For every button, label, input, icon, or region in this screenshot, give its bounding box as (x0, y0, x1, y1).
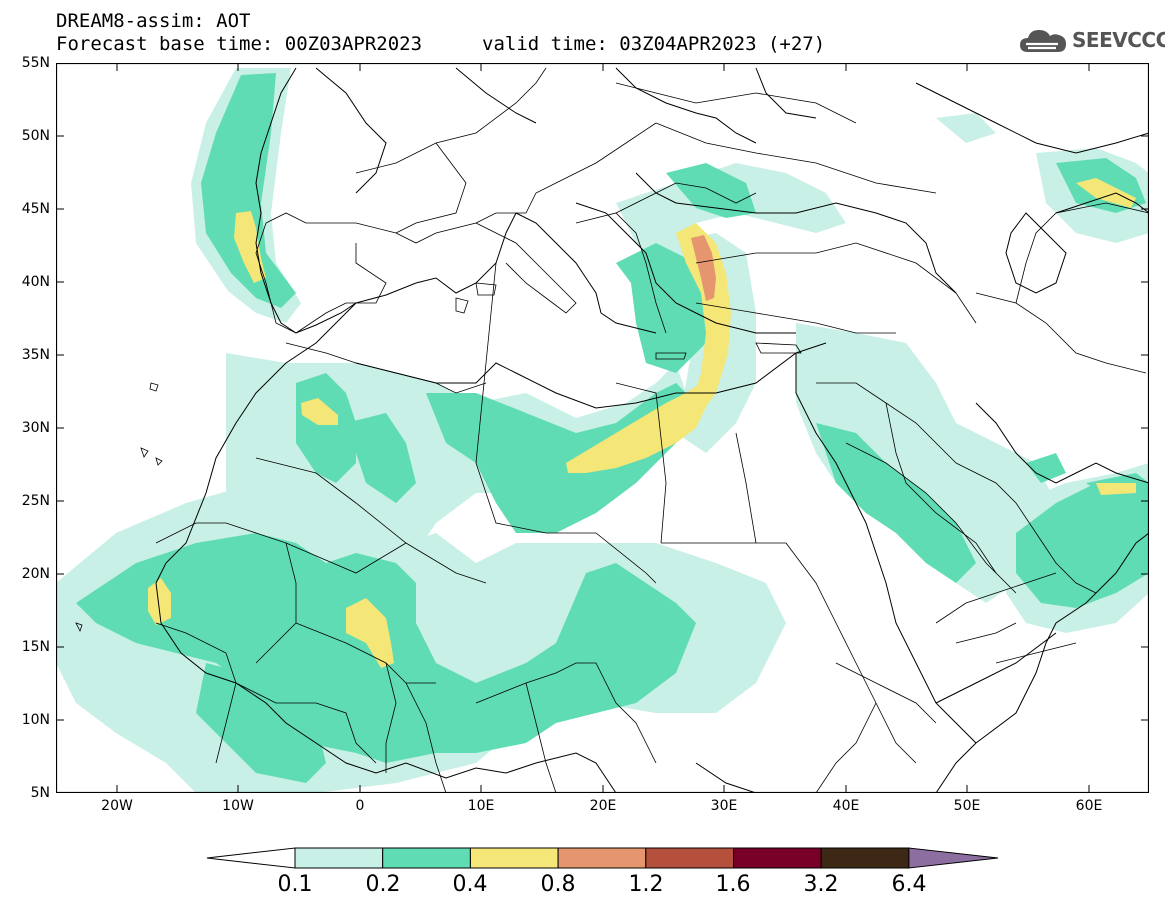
lon-label-10w: 10W (222, 798, 254, 814)
coastlines (155, 67, 1149, 793)
colorbar-label-6.4: 6.4 (891, 872, 927, 897)
colorbar-box-2 (382, 847, 471, 869)
lat-label-35n: 35N (21, 347, 50, 363)
lon-label-10e: 10E (467, 798, 495, 814)
colorbar-box-5 (645, 847, 734, 869)
valid-time: valid time: 03Z04APR2023 (+27) (482, 33, 826, 55)
lat-label-10n: 10N (21, 712, 50, 728)
seevccc-logo: SEEVCCC (1018, 22, 1165, 58)
lon-label-20w: 20W (101, 798, 133, 814)
lat-label-30n: 30N (21, 420, 50, 436)
lat-label-25n: 25N (21, 493, 50, 509)
lon-label-30e: 30E (710, 798, 738, 814)
country-borders (155, 67, 1149, 793)
colorbar-label-0.8: 0.8 (540, 872, 576, 897)
lon-label-40e: 40E (832, 798, 860, 814)
lat-label-55n: 55N (21, 55, 50, 71)
colorbar-arrow-high (908, 847, 999, 869)
colorbar-box-4 (557, 847, 647, 869)
lat-label-45n: 45N (21, 201, 50, 217)
colorbar-label-0.1: 0.1 (277, 872, 313, 897)
lat-label-15n: 15N (21, 639, 50, 655)
product-title: DREAM8-assim: AOT (56, 10, 251, 32)
aot-band-0.8-1.2 (691, 235, 716, 301)
lon-label-50e: 50E (953, 798, 981, 814)
logo-text: SEEVCCC (1072, 28, 1165, 52)
lat-label-20n: 20N (21, 566, 50, 582)
colorbar-box-1 (294, 847, 384, 869)
colorbar-boxes (206, 847, 999, 869)
forecast-base-time: Forecast base time: 00Z03APR2023 (56, 33, 423, 55)
colorbar-arrow-low (206, 847, 296, 869)
aot-band-0.4-0.8 (148, 178, 1136, 668)
map-ticks (56, 63, 1149, 793)
lon-label-20e: 20E (589, 798, 617, 814)
lat-label-40n: 40N (21, 274, 50, 290)
lon-label-60e: 60E (1075, 798, 1103, 814)
colorbar-box-7 (820, 847, 910, 869)
colorbar-box-3 (469, 847, 559, 869)
islands (75, 282, 802, 633)
colorbar-label-0.4: 0.4 (452, 872, 488, 897)
colorbar-label-1.6: 1.6 (715, 872, 751, 897)
colorbar-label-0.2: 0.2 (365, 872, 401, 897)
lat-label-50n: 50N (21, 128, 50, 144)
colorbar (206, 847, 999, 869)
cloud-icon (1020, 30, 1066, 52)
colorbar-label-3.2: 3.2 (803, 872, 839, 897)
lat-label-5n: 5N (30, 785, 50, 801)
lon-label-0: 0 (355, 798, 365, 814)
colorbar-label-1.2: 1.2 (628, 872, 664, 897)
colorbar-box-6 (733, 847, 822, 869)
aot-map (56, 63, 1149, 793)
